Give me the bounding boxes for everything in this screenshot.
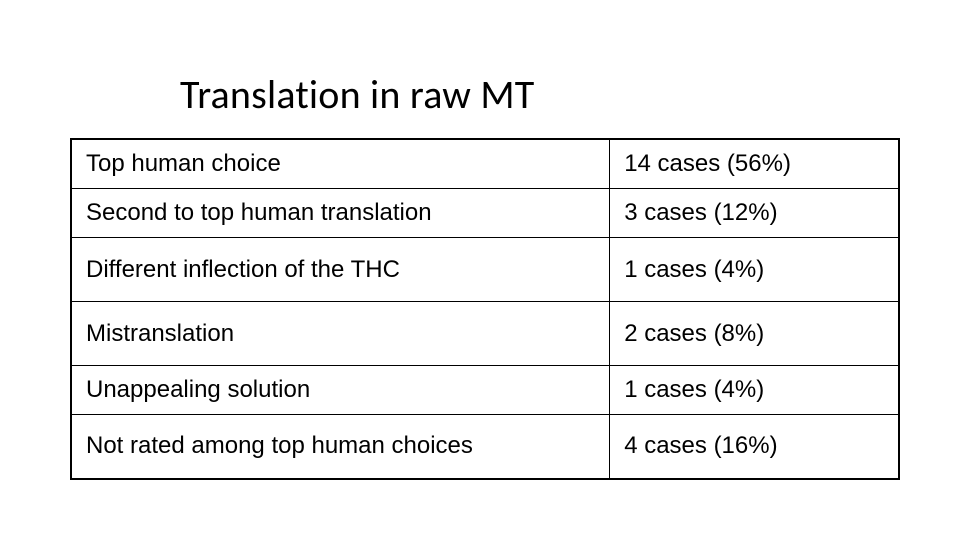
- table-row: Top human choice 14 cases (56%): [71, 139, 899, 189]
- row-value: 1 cases (4%): [610, 366, 899, 415]
- slide-title: Translation in raw MT: [180, 70, 534, 119]
- row-value: 3 cases (12%): [610, 189, 899, 238]
- mt-results-table: Top human choice 14 cases (56%) Second t…: [70, 138, 900, 480]
- row-label: Unappealing solution: [71, 366, 610, 415]
- table-row: Second to top human translation 3 cases …: [71, 189, 899, 238]
- slide: Translation in raw MT Top human choice 1…: [0, 0, 960, 540]
- row-label: Mistranslation: [71, 302, 610, 366]
- row-value: 14 cases (56%): [610, 139, 899, 189]
- row-value: 4 cases (16%): [610, 415, 899, 479]
- table-row: Not rated among top human choices 4 case…: [71, 415, 899, 479]
- row-value: 1 cases (4%): [610, 238, 899, 302]
- row-value: 2 cases (8%): [610, 302, 899, 366]
- table-row: Unappealing solution 1 cases (4%): [71, 366, 899, 415]
- row-label: Top human choice: [71, 139, 610, 189]
- row-label: Second to top human translation: [71, 189, 610, 238]
- row-label: Different inflection of the THC: [71, 238, 610, 302]
- table-row: Different inflection of the THC 1 cases …: [71, 238, 899, 302]
- table-row: Mistranslation 2 cases (8%): [71, 302, 899, 366]
- row-label: Not rated among top human choices: [71, 415, 610, 479]
